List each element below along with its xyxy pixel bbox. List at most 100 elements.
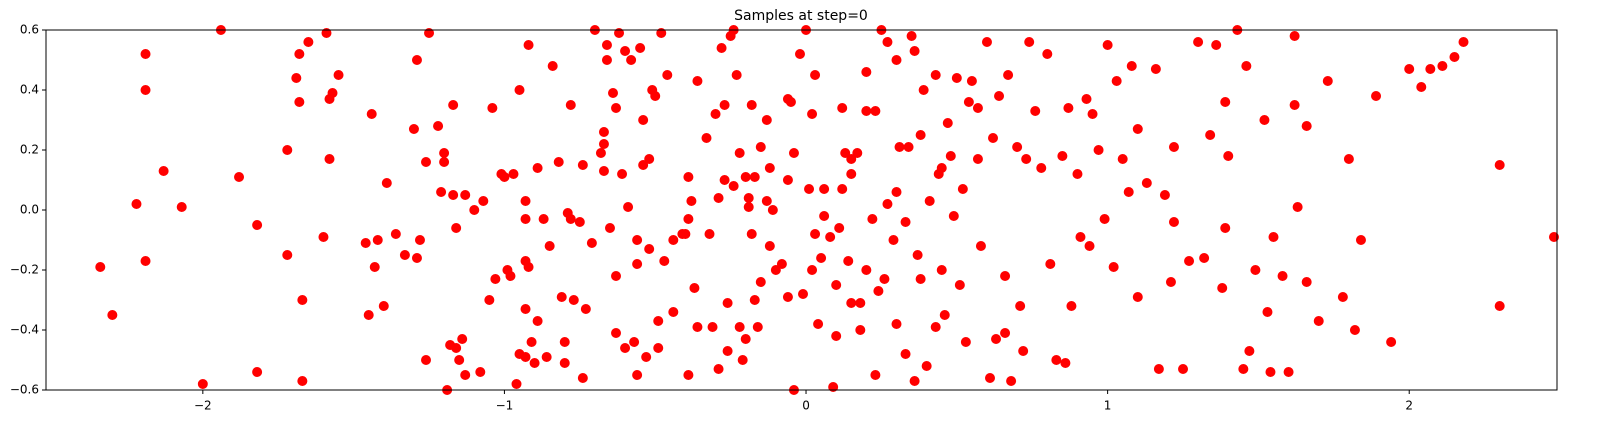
point: [565, 214, 576, 224]
point: [683, 214, 694, 224]
point: [1268, 232, 1279, 242]
point: [1087, 109, 1098, 119]
point: [303, 37, 314, 47]
point: [659, 256, 670, 266]
point: [363, 310, 374, 320]
point: [743, 193, 754, 203]
point: [414, 235, 425, 245]
point: [1458, 37, 1469, 47]
point: [604, 223, 615, 233]
point: [158, 166, 169, 176]
point: [837, 103, 848, 113]
point: [1102, 40, 1113, 50]
point: [1548, 232, 1559, 242]
point: [372, 235, 383, 245]
point: [176, 202, 187, 212]
point: [831, 331, 842, 341]
point: [632, 235, 643, 245]
point: [95, 262, 106, 272]
point: [1199, 253, 1210, 263]
x-tick-label: −1: [496, 399, 514, 413]
point: [234, 172, 245, 182]
point: [912, 250, 923, 260]
point: [1289, 31, 1300, 41]
point: [1404, 64, 1415, 74]
point: [1386, 337, 1397, 347]
point: [870, 106, 881, 116]
point: [852, 148, 863, 158]
y-tick-label: 0.6: [20, 23, 39, 37]
point: [807, 109, 818, 119]
point: [1265, 367, 1276, 377]
x-tick-label: 1: [1104, 399, 1112, 413]
point: [945, 151, 956, 161]
point: [448, 190, 459, 200]
point: [939, 310, 950, 320]
point: [918, 85, 929, 95]
point: [837, 184, 848, 194]
point: [743, 202, 754, 212]
point: [879, 274, 890, 284]
point: [1494, 160, 1505, 170]
point: [626, 55, 637, 65]
point: [523, 40, 534, 50]
point: [629, 337, 640, 347]
point: [421, 157, 432, 167]
point: [1349, 325, 1360, 335]
point: [1123, 187, 1134, 197]
point: [761, 196, 772, 206]
point: [620, 343, 631, 353]
point: [746, 100, 757, 110]
point: [598, 139, 609, 149]
point: [1003, 70, 1014, 80]
point: [994, 91, 1005, 101]
point: [1159, 190, 1170, 200]
point: [1220, 223, 1231, 233]
point: [475, 367, 486, 377]
point: [1066, 301, 1077, 311]
point: [755, 277, 766, 287]
point: [882, 37, 893, 47]
point: [1449, 52, 1460, 62]
point: [252, 220, 263, 230]
y-tick-label: −0.4: [10, 323, 39, 337]
point: [813, 319, 824, 329]
point: [411, 55, 422, 65]
point: [541, 352, 552, 362]
point: [1416, 82, 1427, 92]
point: [623, 202, 634, 212]
point: [620, 46, 631, 56]
point: [785, 97, 796, 107]
point: [966, 76, 977, 86]
point: [894, 142, 905, 152]
point: [499, 172, 510, 182]
point: [547, 61, 558, 71]
point: [728, 181, 739, 191]
point: [1292, 202, 1303, 212]
point: [559, 358, 570, 368]
point: [252, 367, 263, 377]
point: [140, 85, 151, 95]
point: [568, 295, 579, 305]
plot-area: [95, 25, 1559, 395]
point: [1036, 163, 1047, 173]
point: [794, 49, 805, 59]
point: [891, 319, 902, 329]
point: [668, 307, 679, 317]
point: [903, 142, 914, 152]
point: [318, 232, 329, 242]
point: [297, 376, 308, 386]
point: [1132, 124, 1143, 134]
point: [972, 103, 983, 113]
point: [846, 298, 857, 308]
point: [1205, 130, 1216, 140]
point: [1006, 376, 1017, 386]
point: [954, 280, 965, 290]
point: [294, 49, 305, 59]
point: [988, 133, 999, 143]
point: [683, 172, 694, 182]
point: [1289, 100, 1300, 110]
point: [608, 88, 619, 98]
point: [1244, 346, 1255, 356]
point: [617, 169, 628, 179]
